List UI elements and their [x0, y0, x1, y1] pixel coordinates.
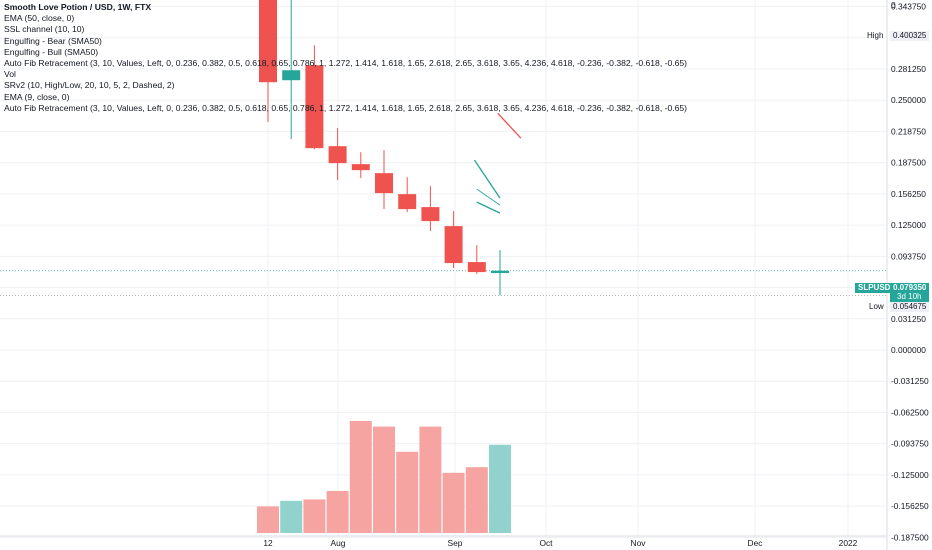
legend-line[interactable]: EMA (9, close, 0): [4, 91, 70, 102]
price-reference-lines: [0, 270, 887, 296]
legend-line[interactable]: Engulfing - Bear (SMA50): [4, 35, 102, 46]
chart-grid: [0, 0, 887, 538]
last-price-tag: 0.079350: [890, 283, 930, 293]
trend-line: [476, 201, 501, 214]
legend-line[interactable]: SRv2 (10, High/Low, 20, 10, 5, 2, Dashed…: [4, 80, 175, 91]
legend-line[interactable]: Engulfing - Bull (SMA50): [4, 46, 99, 57]
price-tick-label: 0.093750: [891, 251, 926, 261]
price-tick-label: 0.281250: [891, 64, 926, 74]
legend-line[interactable]: EMA (50, close, 0): [4, 13, 75, 24]
candle-body: [421, 207, 440, 222]
candlestick-series: [259, 0, 509, 296]
price-tick-label: -0.093750: [891, 439, 929, 449]
price-tick-label: -0.062500: [891, 407, 929, 417]
time-tick-label: Oct: [539, 538, 553, 548]
volume-bar: [442, 472, 465, 533]
candle-body: [375, 173, 393, 194]
price-tick-label: 0.031250: [891, 314, 926, 324]
time-tick-label: Dec: [748, 538, 763, 548]
volume-bar: [465, 467, 488, 533]
candle-body: [398, 194, 417, 210]
price-axis: 0.4062500.3750000.3437500.3125000.281250…: [886, 0, 929, 550]
price-tick-label: 0.250000: [891, 95, 926, 105]
time-tick-label: Aug: [331, 538, 346, 548]
time-tick-label: Nov: [631, 538, 647, 548]
price-tick-label: 0.125000: [891, 220, 926, 230]
legend-line[interactable]: Auto Fib Retracement (3, 10, Values, Lef…: [4, 58, 688, 69]
volume-bar: [349, 421, 372, 533]
low-value-tag: 0.054675: [890, 302, 930, 312]
volume-bar: [257, 506, 279, 533]
price-tick-label: 0.343750: [891, 2, 926, 12]
price-tick-label: 0.156250: [891, 189, 926, 199]
low-label: Low: [869, 302, 884, 311]
price-tick-label: 0.187500: [891, 158, 926, 168]
candle-body: [259, 0, 277, 83]
high-value-tag: 0.400325: [890, 31, 930, 41]
volume-bar: [326, 491, 349, 533]
legend-line[interactable]: Auto Fib Retracement (3, 10, Values, Lef…: [4, 102, 688, 113]
price-tick-label: 0.218750: [891, 126, 926, 136]
time-tick-label: 2022: [839, 538, 858, 548]
trend-line: [497, 112, 522, 139]
price-tick-label: -0.125000: [891, 470, 929, 480]
candle-body: [351, 164, 370, 171]
price-tick-label: -0.156250: [891, 501, 929, 511]
price-tick-label: -0.031250: [891, 376, 929, 386]
volume-bar: [373, 426, 395, 533]
symbol-tag: SLPUSD: [855, 283, 894, 293]
candle-body: [444, 226, 463, 264]
volume-bars: [257, 421, 511, 533]
time-axis: 12 Aug Sep Oct Nov Dec 2022: [0, 535, 887, 548]
candle-body: [491, 270, 509, 274]
drawn-trend-lines: [473, 112, 522, 214]
high-label: High: [867, 31, 884, 40]
time-tick-label: 12: [263, 538, 273, 548]
countdown-tag: 3d 10h: [890, 292, 930, 302]
price-tick-label: -0.187500: [891, 532, 929, 542]
trend-line: [476, 188, 501, 206]
candle-body: [305, 65, 324, 149]
volume-bar: [419, 426, 442, 533]
price-tick-label: 0.000000: [891, 345, 926, 355]
time-tick-label: Sep: [448, 538, 463, 548]
candle-body: [328, 146, 347, 164]
candle-body: [282, 70, 301, 81]
volume-bar: [303, 499, 326, 533]
legend-line[interactable]: Vol: [4, 69, 16, 80]
chart-title: Smooth Love Potion / USD, 1W, FTX: [4, 2, 152, 12]
indicator-legend: Smooth Love Potion / USD, 1W, FTX EMA (5…: [4, 2, 687, 114]
candle-body: [467, 262, 486, 273]
legend-line[interactable]: SSL channel (10, 10): [4, 24, 85, 35]
volume-bar: [396, 451, 419, 533]
price-tick-label: 0: [891, 0, 896, 10]
volume-bar: [489, 444, 511, 533]
trend-line: [473, 159, 501, 199]
volume-bar: [280, 500, 303, 533]
